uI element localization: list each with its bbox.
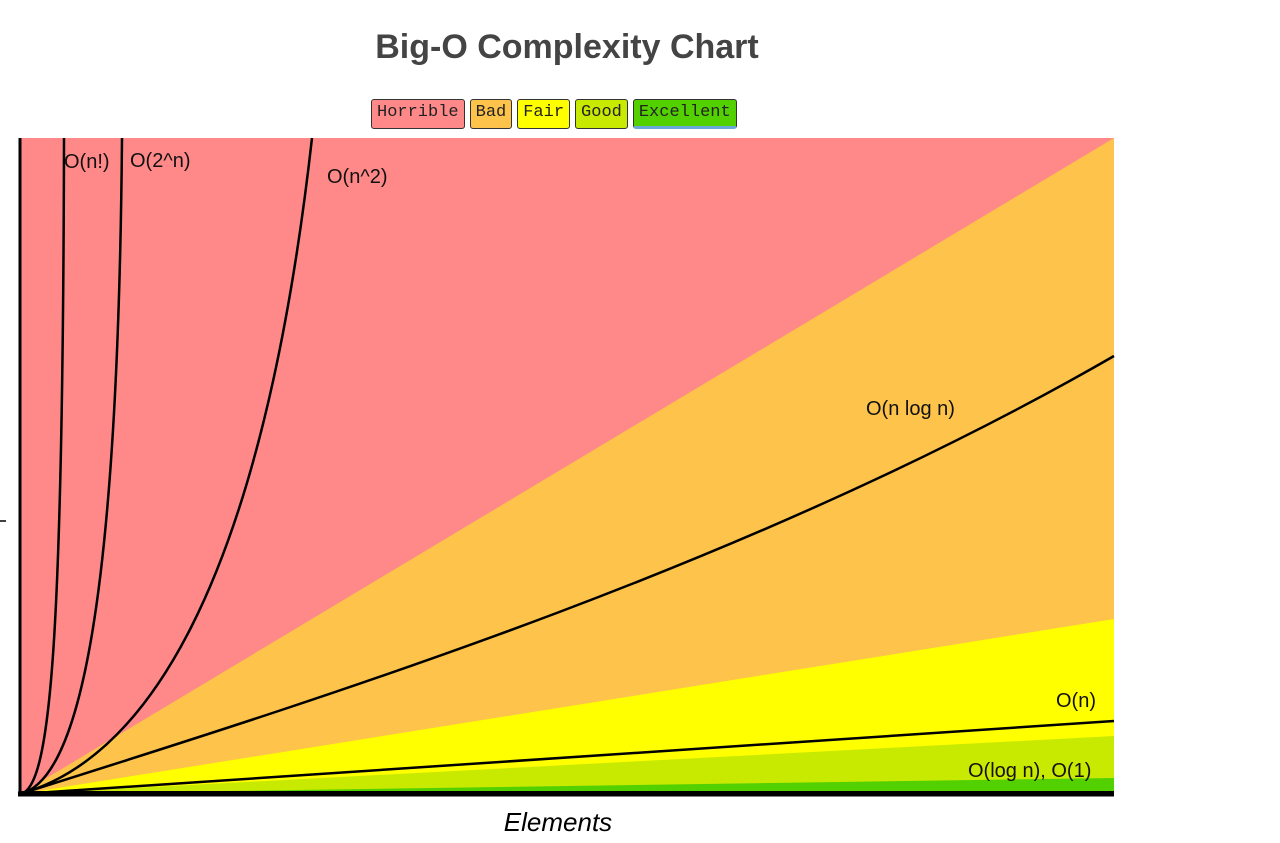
label-quadratic: O(n^2) xyxy=(327,166,388,188)
legend-item-bad: Bad xyxy=(469,99,513,129)
label-n-log-n: O(n log n) xyxy=(866,398,955,420)
curve-linear xyxy=(19,719,1115,796)
region-good xyxy=(20,736,1114,794)
label-factorial: O(n!) xyxy=(64,151,110,173)
label-exponential: O(2^n) xyxy=(130,150,191,172)
legend-item-horrible: Horrible xyxy=(371,99,465,129)
legend: Horrible Bad Fair Good Excellent xyxy=(371,99,737,129)
x-axis-label: Elements xyxy=(504,807,612,837)
curve-exponential xyxy=(19,137,124,796)
region-excellent xyxy=(20,778,1114,794)
curve-n-log-n xyxy=(19,354,1115,796)
curve-quadratic xyxy=(19,137,314,796)
legend-item-fair: Fair xyxy=(517,99,571,129)
region-fair xyxy=(20,619,1114,794)
label-log-constant: O(log n), O(1) xyxy=(968,760,1091,782)
region-bad xyxy=(20,138,1114,794)
legend-item-good: Good xyxy=(575,99,628,129)
legend-item-excellent: Excellent xyxy=(632,99,737,129)
chart-title: Big-O Complexity Chart xyxy=(375,28,759,66)
curve-factorial xyxy=(19,137,66,796)
label-linear: O(n) xyxy=(1056,690,1096,712)
